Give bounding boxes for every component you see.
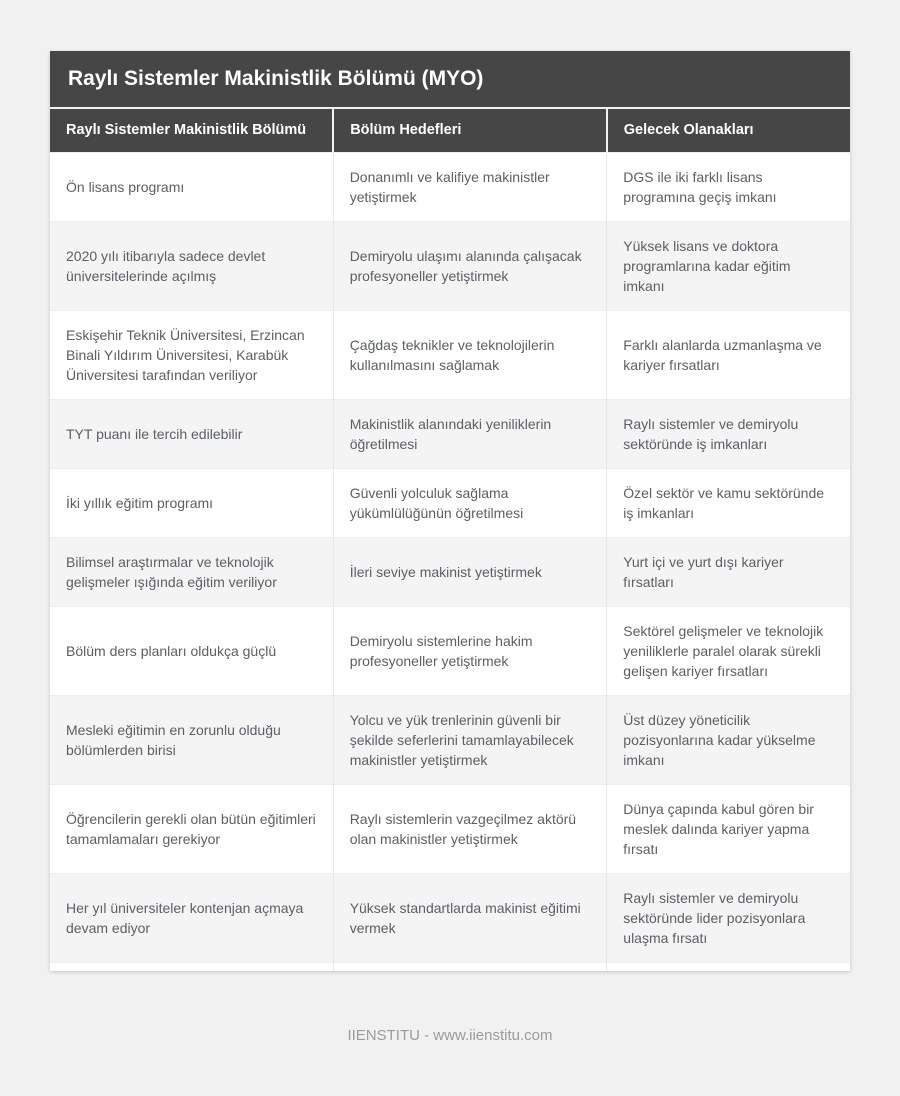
table-row: Eskişehir Teknik Üniversitesi, Erzincan …	[50, 310, 850, 400]
cell-bolum: Bölüm ders planları oldukça güçlü	[50, 606, 334, 696]
cell-gelecek: Yüksek lisans ve doktora programlarına k…	[606, 221, 850, 311]
column-header-gelecek: Gelecek Olanakları	[605, 109, 850, 153]
cell-hedef: Makinistlik alanındaki yeniliklerin öğre…	[332, 399, 607, 469]
cell-gelecek: DGS ile iki farklı lisans programına geç…	[606, 152, 850, 222]
table-bottom-spacer	[50, 962, 850, 971]
cell-gelecek: Özel sektör ve kamu sektöründe iş imkanl…	[606, 468, 850, 538]
cell-hedef: Yolcu ve yük trenlerinin güvenli bir şek…	[332, 695, 607, 785]
program-info-table: Raylı Sistemler Makinistlik Bölümü Bölüm…	[50, 109, 850, 971]
table-row: Bölüm ders planları oldukça güçlü Demiry…	[50, 606, 850, 696]
table-row: 2020 yılı itibarıyla sadece devlet ünive…	[50, 221, 850, 311]
table-row: TYT puanı ile tercih edilebilir Makinist…	[50, 399, 850, 469]
cell-hedef: Raylı sistemlerin vazgeçilmez aktörü ola…	[332, 784, 607, 874]
footer-credit: IIENSTITU - www.iienstitu.com	[347, 1027, 553, 1044]
table-row: Ön lisans programı Donanımlı ve kalifiye…	[50, 152, 850, 222]
cell-gelecek: Raylı sistemler ve demiryolu sektöründe …	[606, 399, 850, 469]
cell-bolum: TYT puanı ile tercih edilebilir	[50, 399, 334, 469]
table-card: Raylı Sistemler Makinistlik Bölümü (MYO)…	[50, 51, 850, 971]
cell-hedef: Güvenli yolculuk sağlama yükümlülüğünün …	[332, 468, 607, 538]
cell-bolum: Mesleki eğitimin en zorunlu olduğu bölüm…	[50, 695, 334, 785]
cell-gelecek: Yurt içi ve yurt dışı kariyer fırsatları	[606, 537, 850, 607]
cell-bolum: Her yıl üniversiteler kontenjan açmaya d…	[50, 873, 334, 963]
cell-hedef: İleri seviye makinist yetiştirmek	[332, 537, 607, 607]
column-header-hedefler: Bölüm Hedefleri	[332, 109, 607, 153]
cell-hedef: Yüksek standartlarda makinist eğitimi ve…	[332, 873, 607, 963]
cell-hedef: Çağdaş teknikler ve teknolojilerin kulla…	[332, 310, 607, 400]
table-row: Her yıl üniversiteler kontenjan açmaya d…	[50, 873, 850, 963]
cell-gelecek: Üst düzey yöneticilik pozisyonlarına kad…	[606, 695, 850, 785]
cell-gelecek: Raylı sistemler ve demiryolu sektöründe …	[606, 873, 850, 963]
table-header-row: Raylı Sistemler Makinistlik Bölümü Bölüm…	[50, 109, 850, 153]
cell-bolum: Ön lisans programı	[50, 152, 334, 222]
table-row: İki yıllık eğitim programı Güvenli yolcu…	[50, 468, 850, 538]
cell-bolum: Bilimsel araştırmalar ve teknolojik geli…	[50, 537, 334, 607]
table-row: Mesleki eğitimin en zorunlu olduğu bölüm…	[50, 695, 850, 785]
cell-hedef: Donanımlı ve kalifiye makinistler yetişt…	[332, 152, 607, 222]
table-row: Bilimsel araştırmalar ve teknolojik geli…	[50, 537, 850, 607]
table-row: Öğrencilerin gerekli olan bütün eğitimle…	[50, 784, 850, 874]
cell-bolum: Eskişehir Teknik Üniversitesi, Erzincan …	[50, 310, 334, 400]
cell-hedef: Demiryolu ulaşımı alanında çalışacak pro…	[332, 221, 607, 311]
cell-bolum: 2020 yılı itibarıyla sadece devlet ünive…	[50, 221, 334, 311]
cell-gelecek: Dünya çapında kabul gören bir meslek dal…	[606, 784, 850, 874]
cell-bolum: İki yıllık eğitim programı	[50, 468, 334, 538]
cell-gelecek: Sektörel gelişmeler ve teknolojik yenili…	[606, 606, 850, 696]
column-header-bolum: Raylı Sistemler Makinistlik Bölümü	[50, 109, 334, 153]
cell-bolum: Öğrencilerin gerekli olan bütün eğitimle…	[50, 784, 334, 874]
page-title: Raylı Sistemler Makinistlik Bölümü (MYO)	[50, 51, 850, 109]
cell-gelecek: Farklı alanlarda uzmanlaşma ve kariyer f…	[606, 310, 850, 400]
cell-hedef: Demiryolu sistemlerine hakim profesyonel…	[332, 606, 607, 696]
